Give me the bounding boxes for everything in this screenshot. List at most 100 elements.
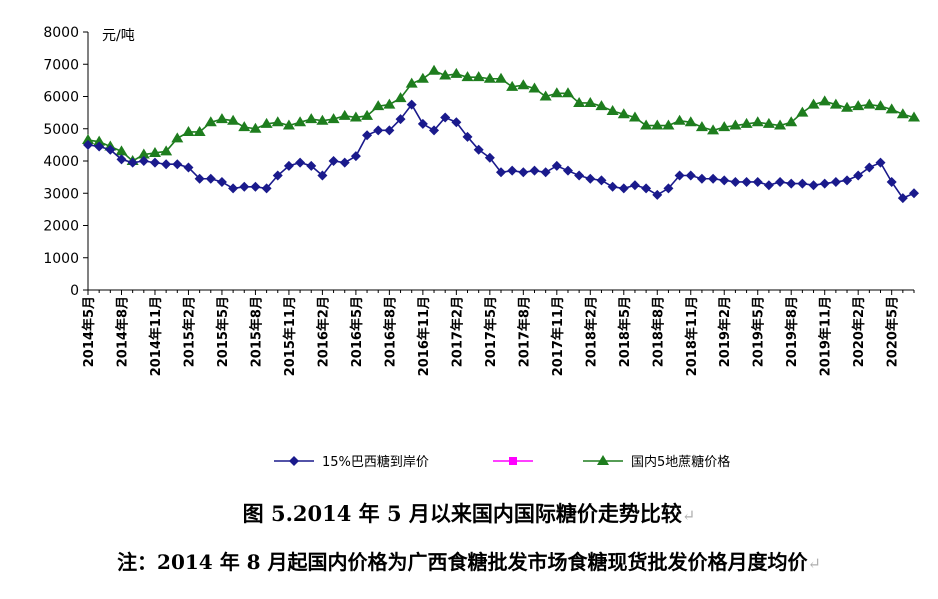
paragraph-mark-icon: ↵ <box>807 554 821 573</box>
data-point <box>807 98 820 109</box>
data-point <box>651 119 664 130</box>
y-tick-label: 4000 <box>43 154 79 170</box>
data-point <box>561 87 574 98</box>
x-tick-label: 2019年2月 <box>717 296 733 367</box>
data-point <box>261 183 272 194</box>
data-point <box>596 175 607 186</box>
data-point <box>83 139 93 150</box>
x-tick-label: 2015年11月 <box>282 296 298 376</box>
data-point <box>853 170 864 181</box>
data-point <box>384 125 395 136</box>
data-point <box>138 156 149 166</box>
y-tick-label: 7000 <box>43 57 79 73</box>
data-point <box>204 116 217 127</box>
data-point <box>496 167 506 178</box>
data-point <box>305 113 318 124</box>
data-point <box>663 183 674 194</box>
y-tick-label: 8000 <box>43 25 79 41</box>
sugar-price-chart: 0 1000 2000 3000 4000 5000 6000 7000 8000 2014年5… <box>43 25 920 470</box>
data-point <box>294 116 307 127</box>
data-point <box>684 116 697 127</box>
data-point <box>161 159 172 170</box>
x-tick-label: 2018年8月 <box>650 296 666 367</box>
x-tick-label: 2018年11月 <box>684 296 700 376</box>
data-point <box>819 178 830 189</box>
data-point <box>429 125 440 136</box>
data-point <box>215 113 228 124</box>
data-point <box>751 116 764 127</box>
series-line <box>87 69 915 162</box>
data-point <box>272 170 283 181</box>
y-tick-label: 3000 <box>43 186 79 202</box>
x-axis: 2014年5月 2014年8月 2014年11月 2015年2月 2015年5月 2015… <box>81 289 915 376</box>
legend: 15%巴西糖到岸价 国内5地蔗糖价格 <box>274 454 730 470</box>
data-point <box>574 170 585 181</box>
data-point <box>149 157 160 168</box>
data-point <box>774 119 787 130</box>
data-point <box>607 181 618 192</box>
data-point <box>450 67 463 78</box>
data-point <box>729 119 742 130</box>
data-point <box>652 189 663 200</box>
data-point <box>597 455 609 465</box>
x-tick-label: 2019年8月 <box>784 296 800 367</box>
y-tick-label: 5000 <box>43 122 79 138</box>
data-point <box>719 175 730 186</box>
data-point <box>740 117 753 128</box>
data-point <box>193 125 206 136</box>
data-point <box>595 100 608 111</box>
data-point <box>194 173 205 184</box>
data-point <box>762 117 775 128</box>
data-point <box>440 112 451 123</box>
data-point <box>562 165 573 176</box>
data-point <box>372 100 385 111</box>
data-point <box>863 98 876 109</box>
data-point <box>373 125 384 136</box>
data-point <box>260 117 273 128</box>
data-point <box>506 80 519 91</box>
y-tick-label: 1000 <box>43 251 79 267</box>
data-point <box>909 188 919 199</box>
data-point <box>361 109 374 120</box>
data-point <box>763 180 774 191</box>
legend-label: 国内5地蔗糖价格 <box>631 454 730 470</box>
data-point <box>841 101 854 112</box>
data-point <box>171 132 184 143</box>
data-point <box>295 157 306 168</box>
x-tick-label: 2019年11月 <box>818 296 834 376</box>
data-point <box>283 160 294 171</box>
x-tick-label: 2018年5月 <box>617 296 633 367</box>
data-point <box>539 90 552 101</box>
x-tick-label: 2017年2月 <box>449 296 465 367</box>
figure-title-text: 图 5.2014 年 5 月以来国内国际糖价走势比较 <box>242 501 682 526</box>
data-point <box>818 95 831 106</box>
data-point <box>282 119 295 130</box>
data-point <box>796 106 809 117</box>
data-point <box>249 122 262 133</box>
data-point <box>640 119 653 130</box>
data-point <box>406 99 417 110</box>
data-point <box>775 176 786 187</box>
data-point <box>317 170 328 181</box>
x-tick-label: 2019年5月 <box>751 296 767 367</box>
x-tick-label: 2016年5月 <box>349 296 365 367</box>
data-point <box>461 71 474 82</box>
data-point <box>182 125 195 136</box>
data-point <box>886 176 897 187</box>
data-point <box>797 178 808 189</box>
data-point <box>148 146 161 157</box>
data-point <box>473 144 484 155</box>
data-point <box>428 64 441 75</box>
data-point <box>696 173 707 184</box>
data-point <box>383 98 396 109</box>
data-point <box>328 156 339 166</box>
data-point <box>495 72 507 83</box>
data-point <box>289 456 299 466</box>
data-point <box>316 114 329 125</box>
data-point <box>628 111 641 122</box>
x-tick-label: 2014年11月 <box>148 296 164 376</box>
y-axis-label: 元/吨 <box>102 28 135 44</box>
data-point <box>528 82 541 93</box>
data-point <box>183 162 194 173</box>
legend-entry: 国内5地蔗糖价格 <box>583 454 730 470</box>
